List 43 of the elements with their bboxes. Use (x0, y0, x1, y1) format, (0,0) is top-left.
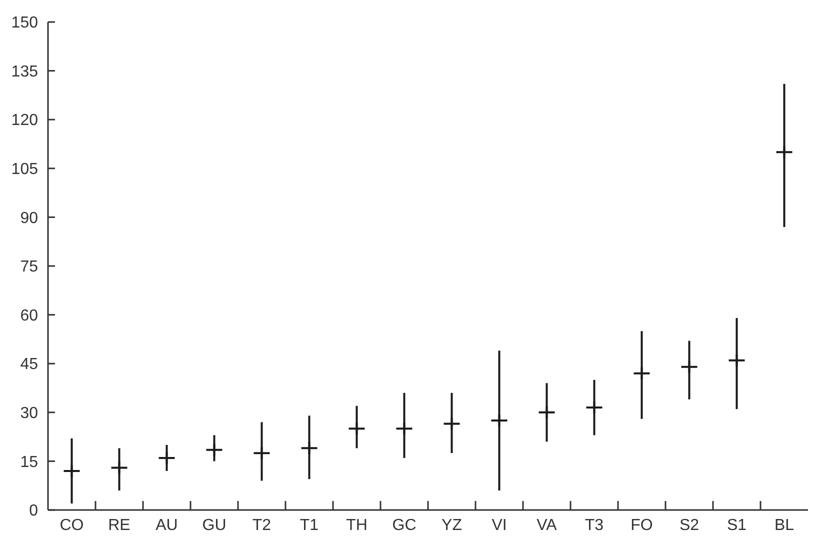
point (442, 416, 461, 431)
point (680, 360, 698, 374)
point (252, 446, 271, 460)
y-tick-label: 30 (20, 405, 38, 422)
point (205, 442, 224, 457)
point (728, 353, 746, 368)
y-tick-label: 135 (11, 63, 38, 80)
y-tick-label: 75 (20, 258, 38, 276)
x-tick-label: RE (108, 517, 130, 534)
x-tick-label: T2 (252, 517, 272, 534)
y-tick-label: 45 (20, 356, 38, 374)
x-tick-label: YZ (442, 517, 462, 534)
point (110, 460, 128, 475)
x-tick-label: GU (202, 517, 226, 534)
point (62, 464, 81, 478)
point (348, 422, 366, 436)
point (490, 414, 508, 428)
x-tick-label: BL (774, 517, 794, 534)
x-tick-label: FO (630, 517, 653, 534)
y-tick-label: 15 (20, 454, 38, 471)
x-tick-label: S2 (679, 517, 700, 534)
x-tick-label: CO (60, 517, 84, 534)
y-tick-label: 150 (11, 14, 38, 32)
x-tick-label: VI (492, 517, 507, 534)
y-tick-label: 120 (11, 112, 38, 130)
point (585, 400, 604, 415)
y-tick-label: 60 (20, 307, 38, 324)
y-tick-label: 0 (29, 502, 38, 520)
point (775, 145, 794, 160)
point (538, 405, 556, 420)
x-tick-label: TH (346, 517, 368, 534)
point (395, 422, 414, 436)
x-tick-label: S1 (726, 517, 747, 534)
x-tick-label: T1 (300, 517, 319, 534)
y-tick-label: 90 (20, 210, 38, 227)
x-tick-label: VA (536, 517, 558, 534)
point (632, 366, 651, 380)
x-tick-label: T3 (584, 517, 604, 534)
y-tick-label: 105 (11, 161, 38, 178)
x-tick-label: GC (392, 517, 416, 534)
point (300, 441, 318, 456)
x-tick-label: AU (156, 517, 178, 534)
point (158, 450, 176, 465)
